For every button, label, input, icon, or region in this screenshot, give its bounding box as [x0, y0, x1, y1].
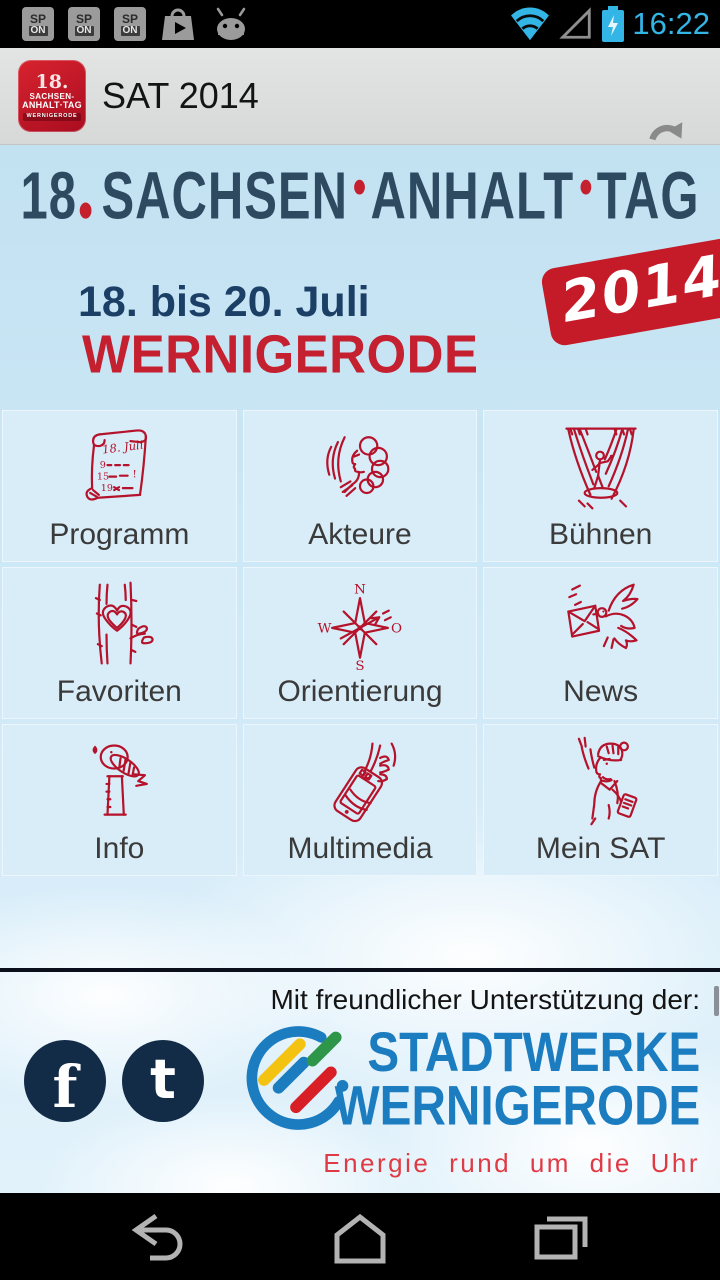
home-button[interactable]: [312, 1205, 408, 1269]
tile-label: Programm: [49, 518, 190, 551]
red-separator-dot: [580, 179, 591, 195]
page-title: SAT 2014: [102, 75, 259, 116]
spiegel-online-notification-icon: SP ON: [114, 7, 146, 41]
tile-orientierung[interactable]: N W O S Orientierung: [242, 567, 478, 719]
tile-label: News: [563, 675, 639, 708]
app-icon-line2: ANHALT·TAG: [22, 100, 82, 111]
programm-scroll-icon: 18. Juli 9 15 ! 19: [85, 429, 148, 501]
sponsor-name: STADTWERKE WERNIGERODE: [334, 1021, 700, 1138]
tile-favoriten[interactable]: Favoriten: [2, 567, 237, 719]
android-notification-icon: [216, 7, 246, 40]
twitter-icon: t: [150, 1047, 176, 1111]
tile-info[interactable]: Info: [2, 724, 237, 876]
tile-programm[interactable]: 18. Juli 9 15 ! 19 Programm: [2, 410, 237, 562]
home-menu-grid: 18. Juli 9 15 ! 19 Programm: [2, 410, 718, 876]
compass-o-label: O: [391, 622, 402, 637]
event-word-sachsen: SACHSEN: [101, 158, 348, 234]
tile-label: Orientierung: [277, 675, 443, 708]
spiegel-online-notification-icon: SP ON: [22, 7, 54, 41]
app-logo-icon[interactable]: 18. SACHSEN- ANHALT·TAG WERNIGERODE: [18, 60, 86, 132]
mein-sat-pointing-man-icon: [577, 736, 638, 826]
sp-badge-top: SP: [75, 11, 92, 26]
multimedia-phone-icon: [333, 742, 397, 823]
facebook-button[interactable]: f: [24, 1040, 106, 1122]
app-icon-number: 18.: [35, 71, 69, 94]
year-badge: 2014: [539, 236, 720, 348]
tile-label: Favoriten: [56, 675, 182, 708]
home-icon: [334, 1213, 386, 1263]
tile-label: Mein SAT: [535, 832, 666, 865]
app-bar: 18. SACHSEN- ANHALT·TAG WERNIGERODE SAT …: [0, 48, 720, 166]
twitter-button[interactable]: t: [122, 1040, 204, 1122]
system-status-area: 16:22: [509, 0, 712, 48]
programm-icon-time: 19: [101, 483, 113, 494]
event-date-range: 18. bis 20. Juli: [78, 278, 370, 326]
programm-icon-time: 15: [97, 472, 109, 483]
stadtwerke-logo[interactable]: [232, 1018, 360, 1146]
compass-n-label: N: [354, 582, 366, 597]
sp-badge-top: SP: [121, 11, 138, 26]
programm-icon-mark: !: [133, 469, 137, 481]
buehnen-stage-icon: [564, 427, 637, 510]
tile-label: Info: [94, 832, 145, 865]
sponsor-name-line2: WERNIGERODE: [334, 1075, 700, 1138]
signal-strength-icon: [559, 7, 592, 39]
play-store-notification-icon: [162, 8, 194, 40]
event-word-tag: TAG: [596, 158, 700, 234]
clock: 16:22: [632, 6, 710, 41]
battery-charging-icon: [602, 6, 625, 42]
orientierung-compass-icon: N W O S: [318, 582, 402, 673]
status-bar[interactable]: SP ON SP ON SP ON: [0, 0, 720, 48]
event-number: 18: [20, 158, 78, 234]
notification-area: SP ON SP ON SP ON: [0, 5, 252, 43]
recents-button[interactable]: [512, 1205, 608, 1269]
sp-badge-bottom: ON: [120, 24, 140, 36]
sp-badge-top: SP: [29, 11, 46, 26]
tile-akteure[interactable]: Akteure: [242, 410, 478, 562]
programm-icon-time: 9: [100, 460, 106, 471]
akteure-singer-icon: [326, 436, 390, 497]
sp-badge-bottom: ON: [28, 24, 48, 36]
back-icon: [131, 1213, 183, 1260]
recents-icon: [534, 1216, 588, 1259]
favoriten-tree-heart-icon: [95, 581, 155, 665]
event-city: WERNIGERODE: [82, 324, 479, 384]
red-separator-dot: [353, 179, 365, 195]
event-title: 18 SACHSEN ANHALT TAG: [7, 157, 713, 235]
tile-news[interactable]: News: [483, 567, 718, 719]
compass-w-label: W: [318, 622, 332, 637]
tile-mein-sat[interactable]: Mein SAT: [483, 724, 718, 876]
tile-label: Akteure: [308, 518, 412, 551]
sponsor-tagline: Energie rund um die Uhr: [323, 1148, 700, 1178]
tile-label: Multimedia: [287, 832, 433, 865]
tile-buehnen[interactable]: Bühnen: [483, 410, 718, 562]
event-word-anhalt: ANHALT: [370, 158, 575, 234]
spiegel-online-notification-icon: SP ON: [68, 7, 100, 41]
red-period-dot: [79, 202, 92, 219]
compass-s-label: S: [355, 659, 364, 673]
android-nav-bar: [0, 1193, 720, 1280]
scrollbar-thumb[interactable]: [714, 986, 719, 1016]
news-dove-icon: [566, 583, 639, 650]
tile-label: Bühnen: [548, 518, 653, 551]
app-icon-line1: SACHSEN-: [29, 92, 75, 102]
info-fish-icon: [92, 744, 149, 816]
sponsor-name-line1: STADTWERKE: [367, 1021, 700, 1084]
programm-icon-date: 18. Juli: [102, 438, 145, 457]
support-text: Mit freundlicher Unterstützung der:: [270, 984, 700, 1015]
app-icon-line3: WERNIGERODE: [22, 113, 82, 121]
sp-badge-bottom: ON: [74, 24, 94, 36]
tile-multimedia[interactable]: Multimedia: [242, 724, 478, 876]
back-button[interactable]: [112, 1205, 208, 1269]
sponsor-footer: Mit freundlicher Unterstützung der: f t …: [0, 968, 720, 1193]
facebook-icon: f: [52, 1053, 78, 1121]
wifi-icon: [511, 7, 550, 41]
